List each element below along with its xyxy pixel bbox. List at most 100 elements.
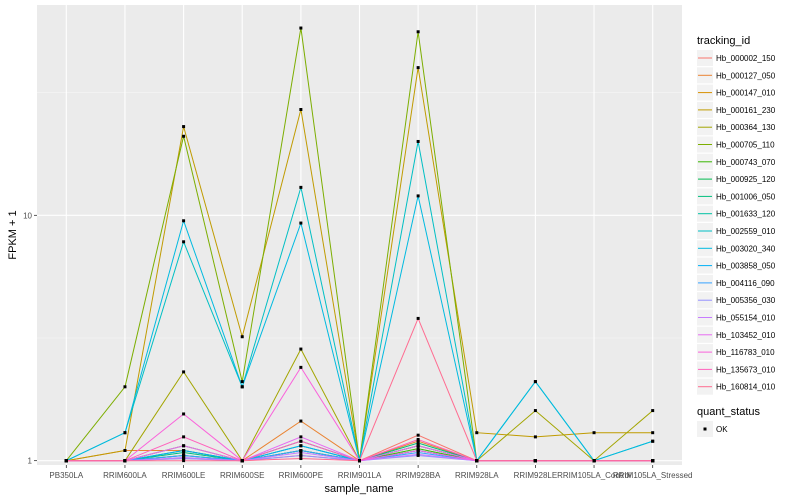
shape-legend-marker (703, 427, 707, 431)
legend-label: Hb_135673_010 (716, 365, 776, 374)
y-tick-label: 10 (23, 211, 32, 220)
legend-label: Hb_000705_110 (716, 141, 775, 150)
data-point (299, 419, 303, 423)
data-point (123, 459, 127, 463)
data-points (64, 26, 655, 463)
legend-label: Hb_003858_050 (716, 262, 776, 271)
data-point (299, 26, 303, 30)
data-point (240, 459, 244, 463)
legend-label: Hb_001006_050 (716, 192, 776, 201)
data-point (123, 385, 127, 389)
data-point (651, 409, 655, 413)
data-point (592, 459, 596, 463)
data-point (299, 457, 303, 461)
data-point (299, 450, 303, 454)
data-point (299, 347, 303, 351)
data-point (416, 316, 420, 320)
data-point (299, 108, 303, 112)
data-point (182, 370, 186, 374)
data-point (416, 30, 420, 34)
legend-label: Hb_160814_010 (716, 383, 776, 392)
data-point (651, 459, 655, 463)
data-point (123, 448, 127, 452)
data-point (182, 456, 186, 460)
legend-label: Hb_004116_090 (716, 279, 775, 288)
data-point (64, 459, 68, 463)
data-point (416, 450, 420, 454)
data-point (416, 194, 420, 198)
legend-label: Hb_000147_010 (716, 89, 776, 98)
x-axis-title: sample_name (324, 483, 393, 495)
data-point (182, 448, 186, 452)
data-point (533, 435, 537, 439)
data-point (416, 433, 420, 437)
legend-label: Hb_000161_230 (716, 106, 776, 115)
data-point (299, 453, 303, 457)
legend: tracking_id Hb_000002_150 Hb_000127_050 Hb… (697, 35, 776, 437)
x-tick-label: RRIM901LA (338, 471, 382, 480)
data-point (299, 448, 303, 452)
x-tick-label: RRIM600PE (279, 471, 323, 480)
data-point (182, 125, 186, 129)
legend-label: Hb_116783_010 (716, 348, 775, 357)
x-tick-label: RRIM105LA_Stressed (613, 471, 693, 480)
data-point (299, 185, 303, 189)
data-point (416, 441, 420, 445)
data-point (240, 380, 244, 384)
data-point (533, 409, 537, 413)
data-point (592, 431, 596, 435)
data-point (182, 453, 186, 457)
data-point (651, 439, 655, 443)
legend-title: tracking_id (697, 35, 750, 47)
y-tick-label: 1 (28, 457, 33, 466)
y-axis-title: FPKM + 1 (7, 210, 19, 259)
data-point (416, 437, 420, 441)
data-point (182, 134, 186, 138)
data-point (182, 459, 186, 463)
legend-label: Hb_000925_120 (716, 175, 776, 184)
data-point (182, 219, 186, 223)
legend-label: Hb_002559_010 (716, 227, 776, 236)
data-point (182, 240, 186, 244)
data-point (416, 439, 420, 443)
data-point (182, 444, 186, 448)
x-tick-label: RRIM928LA (455, 471, 499, 480)
data-point (240, 385, 244, 389)
data-point (416, 448, 420, 452)
data-point (651, 431, 655, 435)
y-axis: 1 10 (23, 211, 37, 466)
data-point (533, 380, 537, 384)
shape-legend-label-ok: OK (716, 425, 728, 434)
legend-label: Hb_000127_050 (716, 71, 776, 80)
data-point (475, 459, 479, 463)
data-point (299, 439, 303, 443)
data-point (299, 444, 303, 448)
x-tick-label: RRIM600SE (220, 471, 264, 480)
x-tick-label: PB350LA (49, 471, 83, 480)
legend-label: Hb_000743_070 (716, 158, 776, 167)
data-point (416, 139, 420, 143)
x-tick-label: RRIM928BA (396, 471, 441, 480)
x-tick-label: RRIM600LA (103, 471, 147, 480)
data-point (416, 444, 420, 448)
data-point (475, 431, 479, 435)
legend-label: Hb_003020_340 (716, 244, 776, 253)
legend-label: Hb_103452_010 (716, 331, 776, 340)
legend-label: Hb_000002_150 (716, 54, 776, 63)
data-point (533, 459, 537, 463)
data-point (358, 459, 361, 463)
data-point (416, 447, 420, 451)
x-tick-label: RRIM928LE (514, 471, 558, 480)
data-point (240, 335, 244, 339)
data-point (182, 435, 186, 439)
x-tick-label: RRIM600LE (162, 471, 206, 480)
data-point (123, 431, 127, 435)
x-tick-label: RRIM105LA_Control (557, 471, 631, 480)
data-point (299, 365, 303, 369)
data-point (182, 412, 186, 416)
data-point (299, 435, 303, 439)
data-point (182, 450, 186, 454)
data-point (299, 221, 303, 225)
legend-label: Hb_005356_030 (716, 296, 776, 305)
